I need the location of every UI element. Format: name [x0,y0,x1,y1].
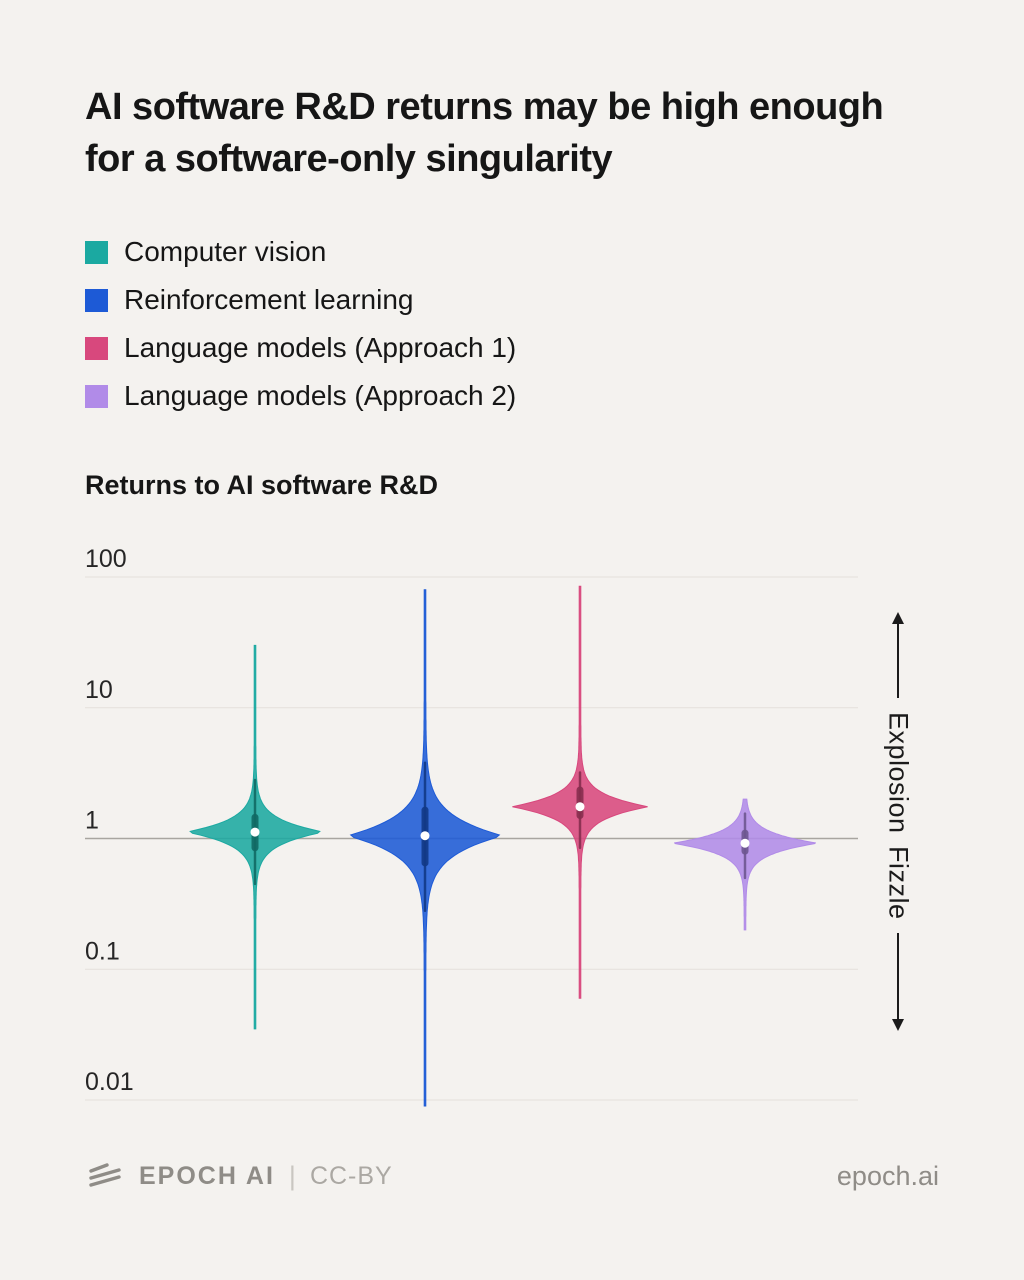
y-tick-label: 1 [85,807,99,835]
violin-reinforcement-learning [349,589,501,1107]
site-link: epoch.ai [836,1160,939,1191]
median-dot [250,827,260,837]
legend-item-language-models-2: Language models (Approach 2) [85,380,516,412]
violin-language-models-approach-2- [673,798,817,931]
y-tick-label: 100 [85,545,127,573]
y-tick-label: 0.1 [85,937,120,965]
license-text: CC-BY [309,1161,393,1190]
legend-label: Language models (Approach 2) [124,380,517,411]
brand-text: EPOCH AI [139,1161,275,1190]
y-tick-label: 10 [85,676,113,704]
legend-item-reinforcement-learning: Reinforcement learning [85,284,516,316]
legend-label: Reinforcement learning [124,284,414,315]
fizzle-label: Fizzle [883,845,914,920]
page-title: AI software R&D returns may be high enou… [85,86,884,180]
brand-group: EPOCH AI | CC-BY [85,1161,393,1192]
median-dot [740,838,750,848]
chart-title: Returns to AI software R&D [85,470,439,500]
legend-swatch [85,336,108,360]
violin-computer-vision [189,644,321,1030]
legend-swatch [85,384,108,408]
legend: Computer vision Reinforcement learning L… [85,236,516,412]
y-tick-label: 0.01 [85,1068,134,1096]
median-dot [575,802,585,812]
arrow-up-icon [892,612,904,698]
footer-divider: | [288,1160,296,1191]
legend-item-computer-vision: Computer vision [85,236,516,268]
footer: EPOCH AI | CC-BY epoch.ai [85,1150,939,1202]
legend-swatch [85,240,108,264]
legend-swatch [85,288,108,312]
axis-annotation: Explosion Fizzle [878,612,918,1032]
arrow-down-icon [892,933,904,1032]
explosion-label: Explosion [883,712,914,834]
median-dot [420,831,430,841]
legend-label: Language models (Approach 1) [124,332,517,363]
violin-language-models-approach-1- [512,585,648,999]
legend-label: Computer vision [124,236,327,267]
legend-item-language-models-1: Language models (Approach 1) [85,332,516,364]
epoch-logo-icon [89,1163,121,1187]
